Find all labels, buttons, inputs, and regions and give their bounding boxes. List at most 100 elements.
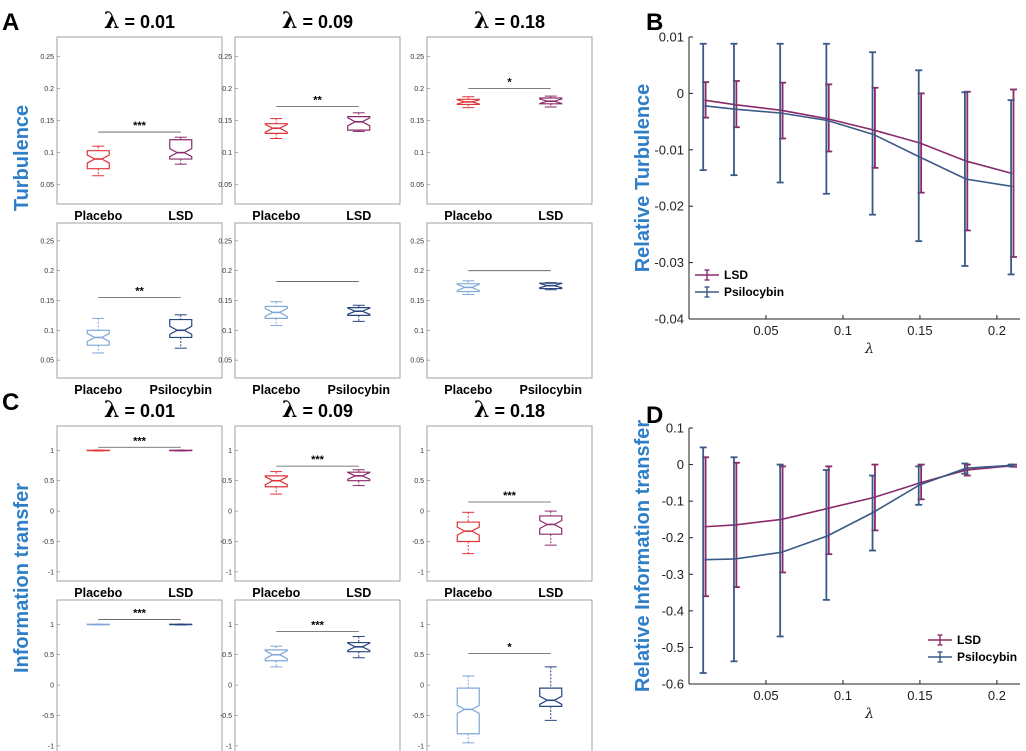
box-psilocybin: [539, 666, 563, 721]
y-tick-label: -0.2: [662, 530, 684, 545]
legend-label: LSD: [957, 633, 981, 647]
box-placebo: [264, 471, 288, 495]
y-tick-label: 0.05: [410, 358, 424, 365]
y-tick-label: -1: [226, 743, 232, 750]
box-panel-a2-2: 0.05 0.1 0.15 0.2 0.25 Placebo Psilocybin: [218, 222, 401, 397]
y-tick-label: -0.01: [654, 142, 684, 157]
category-label: Psilocybin: [519, 383, 582, 397]
y-tick-label: -0.04: [654, 312, 684, 327]
y-tick-label: -0.5: [412, 713, 424, 720]
panel-letter-a: A: [2, 9, 19, 36]
y-tick-label: 0.1: [666, 421, 684, 436]
y-tick-label: 1: [420, 448, 424, 455]
significance-stars: ***: [133, 435, 147, 447]
series-psilocybin: [699, 42, 1015, 276]
y-tick-label: 0.25: [218, 54, 232, 61]
category-label: LSD: [346, 586, 371, 600]
box-body: [539, 97, 563, 105]
y-tick-label: 0.05: [218, 358, 232, 365]
significance-stars: ***: [503, 490, 517, 502]
panel-frame: [426, 599, 593, 751]
y-axis-label: Relative Information transfer: [632, 420, 654, 693]
y-tick-label: -0.3: [662, 567, 684, 582]
box-panel-a2-1: 0.05 0.1 0.15 0.2 0.25 Placebo Psilocybin **: [40, 222, 223, 397]
box-placebo: [456, 675, 480, 744]
y-tick-label: 0.05: [218, 182, 232, 189]
category-label: Placebo: [444, 209, 492, 223]
y-tick-label: 0.15: [218, 118, 232, 125]
y-tick-label: 0.1: [44, 150, 54, 157]
box-body: [456, 687, 480, 735]
box-psilocybin: [347, 304, 371, 322]
box-panel-c-2: -1 -0.5 0 0.5 1 λ = 0.09 Placebo LSD ***: [220, 397, 401, 600]
box-body: [264, 649, 288, 662]
legend-label: Psilocybin: [957, 650, 1017, 664]
box-placebo: [86, 317, 110, 354]
row-label-information-transfer: Information transfer: [11, 483, 33, 673]
x-tick-label: 0.05: [753, 688, 778, 703]
significance-stars: **: [135, 286, 144, 298]
panel-title: λ = 0.01: [104, 397, 175, 423]
box-panel-a2-3: 0.05 0.1 0.15 0.2 0.25 Placebo Psilocybin: [410, 222, 593, 397]
y-tick-label: 1: [228, 448, 232, 455]
box-lsd: [347, 469, 371, 487]
box-body: [347, 641, 371, 653]
y-tick-label: -0.5: [220, 539, 232, 546]
y-tick-label: 1: [50, 622, 54, 629]
category-label: LSD: [168, 586, 193, 600]
y-tick-label: 0: [420, 683, 424, 690]
box-lsd: [347, 112, 371, 132]
box-lsd: [539, 510, 563, 546]
y-tick-label: 0: [50, 683, 54, 690]
category-label: Placebo: [444, 586, 492, 600]
box-placebo: [86, 145, 110, 177]
panel-title: λ = 0.01: [104, 8, 175, 34]
category-label: Placebo: [74, 383, 122, 397]
box-body: [86, 329, 110, 346]
panel-title: λ = 0.18: [474, 397, 545, 423]
y-tick-label: 0.05: [410, 182, 424, 189]
y-tick-label: -0.5: [662, 640, 684, 655]
category-label: Placebo: [74, 586, 122, 600]
box-placebo: [456, 96, 480, 109]
y-tick-label: 0.5: [44, 652, 54, 659]
panel-title: λ = 0.09: [282, 397, 353, 423]
y-tick-label: 0.25: [410, 54, 424, 61]
category-label: LSD: [538, 586, 563, 600]
significance-stars: *: [507, 641, 512, 653]
panel-letter-b: B: [646, 9, 663, 36]
legend: LSD Psilocybin: [928, 633, 1017, 664]
panel-letter-c: C: [2, 389, 19, 416]
legend-label: Psilocybin: [724, 285, 784, 299]
box-placebo: [264, 301, 288, 327]
box-lsd: [169, 136, 193, 165]
box-body: [169, 318, 193, 339]
panel-letter-d: D: [646, 402, 663, 429]
lambda-value: = 0.09: [297, 12, 353, 32]
series-line: [704, 464, 1013, 561]
significance-stars: **: [313, 94, 322, 106]
y-tick-label: 0.5: [222, 478, 232, 485]
y-tick-label: -1: [48, 743, 54, 750]
box-psilocybin: [539, 282, 563, 291]
y-tick-label: -0.02: [654, 199, 684, 214]
box-body: [86, 150, 110, 170]
y-tick-label: 0: [677, 86, 684, 101]
y-tick-label: 0.2: [414, 86, 424, 93]
y-tick-label: 0.1: [222, 150, 232, 157]
box-panel-a-2: 0.05 0.1 0.15 0.2 0.25 λ = 0.09 Placebo LSD **: [218, 8, 401, 223]
lambda-value: = 0.18: [489, 12, 545, 32]
y-axis-label: Relative Turbulence: [632, 84, 654, 273]
box-lsd: [539, 95, 563, 108]
lambda-value: = 0.18: [489, 401, 545, 421]
y-tick-label: -0.4: [662, 603, 684, 618]
y-tick-label: 0: [50, 509, 54, 516]
lambda-symbol: λ: [282, 8, 297, 34]
y-tick-label: 0.5: [414, 478, 424, 485]
y-tick-label: 0: [228, 509, 232, 516]
y-tick-label: 0.25: [40, 238, 54, 245]
box-placebo: [86, 623, 110, 626]
y-tick-label: 0.2: [222, 86, 232, 93]
